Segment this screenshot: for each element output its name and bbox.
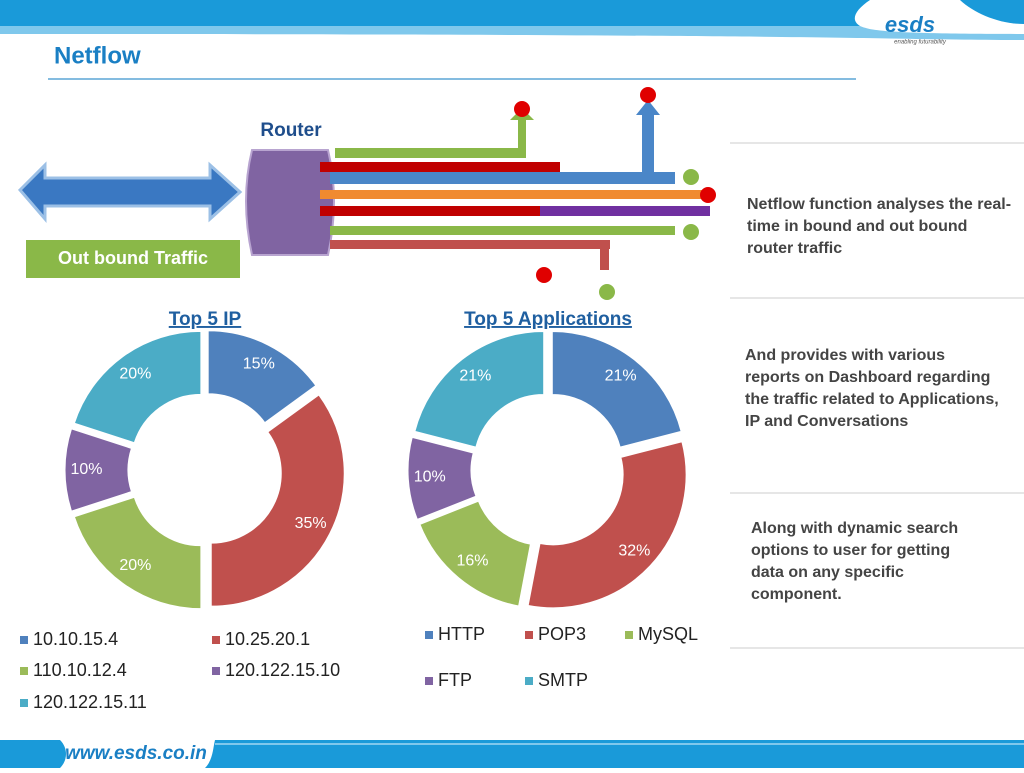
legend-swatch <box>212 636 220 644</box>
value-label: 32% <box>618 542 650 559</box>
legend-label: 120.122.15.11 <box>33 692 147 712</box>
legend-label: 10.25.20.1 <box>225 629 310 649</box>
flow <box>330 240 610 249</box>
legend-swatch <box>20 636 28 644</box>
donut-slice <box>207 330 317 424</box>
footer-url: www.esds.co.in <box>65 743 207 764</box>
donut-slice <box>210 394 345 607</box>
donut-slice <box>73 496 202 610</box>
value-label: 21% <box>459 368 491 385</box>
legend-swatch <box>425 631 433 639</box>
donut-slice <box>73 330 202 444</box>
flow-up <box>335 108 534 158</box>
legend-swatch <box>425 677 433 685</box>
tagline: enabling futurability <box>894 40 947 46</box>
legend-label: 10.10.15.4 <box>33 629 118 649</box>
donut-slice <box>407 436 477 521</box>
legend-swatch <box>525 631 533 639</box>
router-diagram: Router Out bound Traffic <box>17 87 716 300</box>
logo: esds <box>885 12 935 37</box>
endpoint <box>514 101 530 117</box>
legend-swatch <box>212 667 220 675</box>
donut-slice <box>419 500 532 607</box>
chart-title: Top 5 Applications <box>464 309 632 330</box>
flow <box>320 190 705 199</box>
endpoint <box>683 224 699 240</box>
legend-label: FTP <box>438 670 472 690</box>
chart-title: Top 5 IP <box>169 309 242 330</box>
flow-up <box>636 100 660 172</box>
traffic-box <box>26 240 240 278</box>
legend-label: 120.122.15.10 <box>225 660 340 680</box>
header-band <box>0 0 870 26</box>
legend-label: HTTP <box>438 624 485 644</box>
value-label: 20% <box>119 365 151 382</box>
header-stripe <box>0 26 1024 40</box>
endpoint <box>599 284 615 300</box>
note: Along with dynamic search options to use… <box>751 520 959 603</box>
value-label: 35% <box>295 515 327 532</box>
flow <box>320 162 560 172</box>
endpoint <box>536 267 552 283</box>
value-label: 10% <box>414 469 446 486</box>
endpoint <box>640 87 656 103</box>
value-label: 20% <box>119 557 151 574</box>
legend-label: 110.10.12.4 <box>33 660 127 680</box>
flow <box>330 172 675 184</box>
legend-swatch <box>20 699 28 707</box>
value-label: 16% <box>456 553 488 570</box>
traffic-label: Out bound Traffic <box>58 248 208 268</box>
legend-swatch <box>20 667 28 675</box>
value-label: 15% <box>243 356 275 373</box>
value-label: 10% <box>70 461 102 478</box>
note: Netflow function analyses the real-time … <box>747 196 1012 257</box>
flow <box>330 226 675 235</box>
value-label: 21% <box>605 368 637 385</box>
legend-swatch <box>525 677 533 685</box>
legend-label: SMTP <box>538 670 588 690</box>
donut-slice <box>414 330 545 448</box>
header-corner <box>960 0 1024 24</box>
legend-label: MySQL <box>638 624 698 644</box>
legend-swatch <box>625 631 633 639</box>
title: Netflow <box>54 42 141 69</box>
flow <box>600 240 609 270</box>
footer-band <box>205 740 1024 768</box>
donut-slice <box>64 428 133 512</box>
note: And provides with various reports on Das… <box>745 347 999 430</box>
legend-label: POP3 <box>538 624 586 644</box>
inbound-arrow <box>17 161 243 224</box>
flow <box>320 206 540 216</box>
endpoint <box>683 169 699 185</box>
donut-slice <box>527 441 687 609</box>
footer-band <box>0 740 66 768</box>
donut-slice <box>551 330 682 448</box>
router-label: Router <box>260 120 322 141</box>
endpoint <box>700 187 716 203</box>
